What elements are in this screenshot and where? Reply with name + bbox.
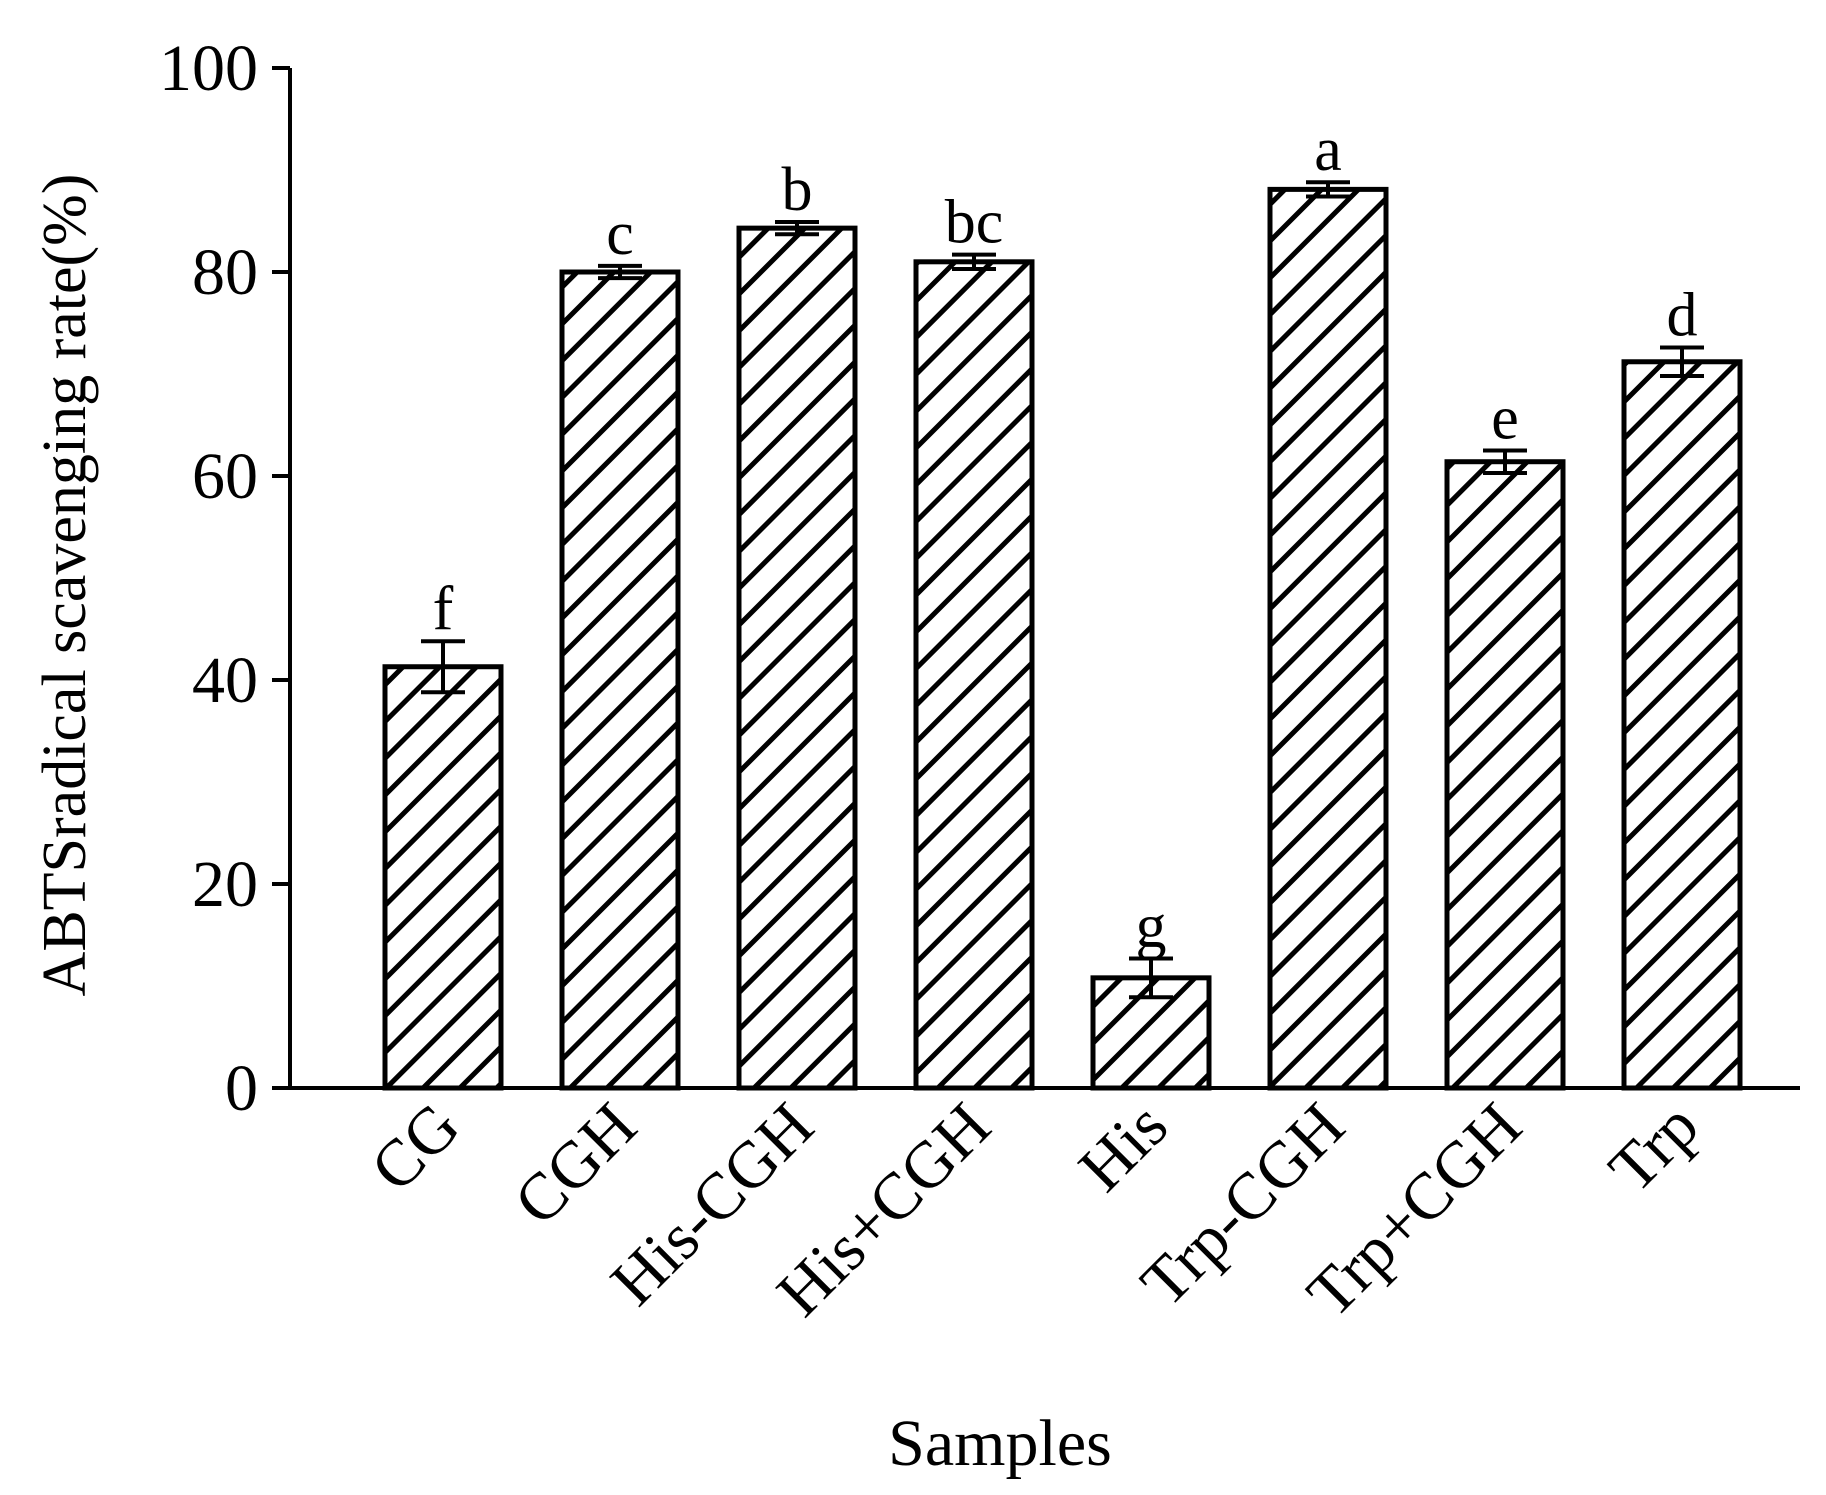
error-bars [421, 180, 1704, 1000]
bars-layer [382, 186, 1743, 1091]
y-axis-label: ABTSradical scavenging rate(%) [31, 174, 99, 997]
y-tick-label: 100 [159, 32, 258, 105]
x-tick-label: His [1065, 1089, 1181, 1205]
significance-label: g [1136, 892, 1167, 960]
x-tick-label: CGH [500, 1089, 650, 1239]
x-tick-label: Trp [1595, 1089, 1712, 1206]
significance-label: f [433, 575, 454, 643]
significance-label: bc [945, 189, 1004, 257]
y-tick-label: 0 [225, 1052, 258, 1125]
x-axis-label: Samples [888, 1407, 1112, 1480]
bar-trp-cgh [1444, 459, 1566, 1091]
significance-labels: f c b bc g a e d [433, 116, 1698, 960]
y-tick-label: 20 [192, 848, 258, 921]
y-tick-label: 60 [192, 440, 258, 513]
axes-layer [288, 68, 1800, 1090]
x-tick-label: CG [357, 1089, 473, 1205]
bar-his-cgh [736, 225, 858, 1091]
bar-his-cgh [913, 259, 1035, 1091]
significance-label: e [1491, 385, 1519, 453]
bar-trp [1621, 359, 1743, 1091]
significance-label: d [1667, 281, 1698, 349]
significance-label: b [782, 156, 813, 224]
y-ticks: 0 20 40 60 80 100 [159, 32, 290, 1125]
significance-label: c [606, 200, 634, 268]
bar-trp-cgh [1267, 186, 1389, 1091]
bar-cg [382, 664, 504, 1091]
significance-label: a [1314, 116, 1342, 184]
bar-cgh [559, 269, 681, 1091]
y-tick-label: 80 [192, 236, 258, 309]
y-tick-label: 40 [192, 644, 258, 717]
